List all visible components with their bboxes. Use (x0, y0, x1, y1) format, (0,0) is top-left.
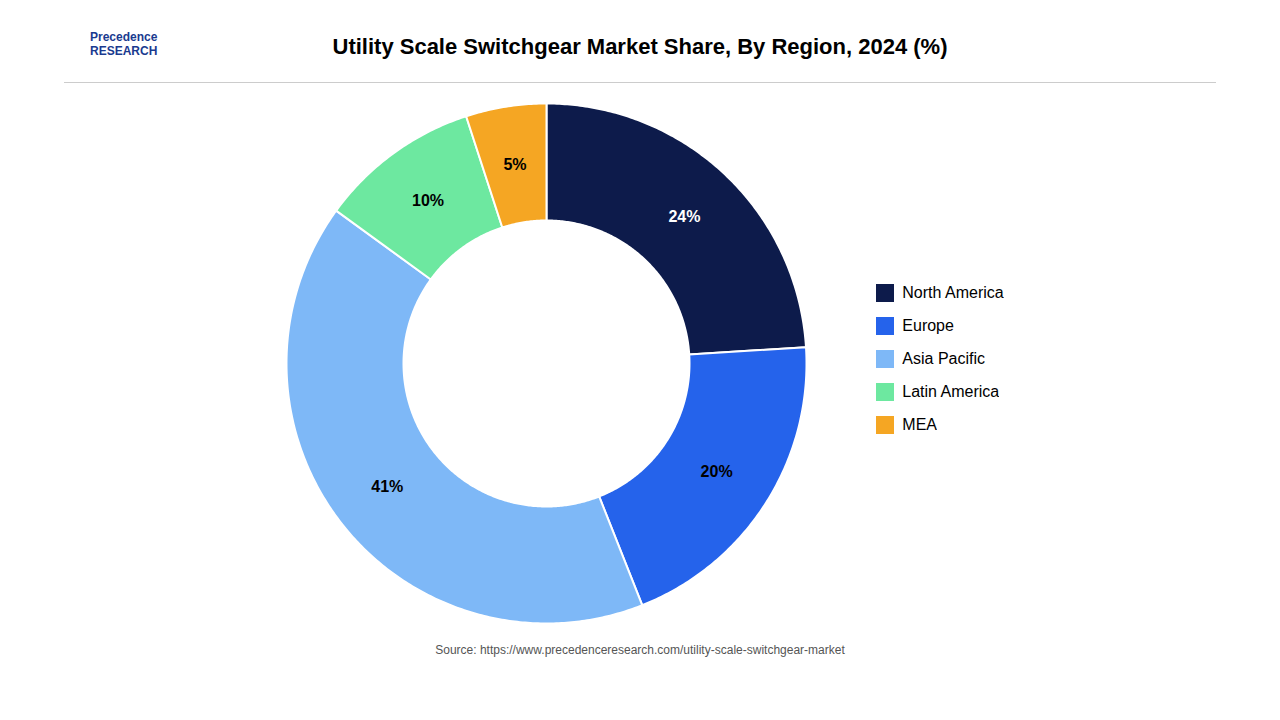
html-text:Europe: Europe (902, 316, 954, 334)
html-text:Latin America: Latin America (902, 382, 1000, 400)
html-text:Asia Pacific: Asia Pacific (902, 349, 985, 367)
html-text:North America: North America (902, 283, 1004, 301)
svg-text:20%: 20% (701, 463, 733, 480)
html-text:Precedence RESEARCH: Precedence RESEARCH (90, 30, 158, 59)
html-text:MEA: MEA (902, 415, 937, 433)
svg-text:10%: 10% (412, 192, 444, 209)
html-text:Utility Scale Switchgear Marke: Utility Scale Switchgear Market Share, B… (332, 34, 948, 59)
svg-text:5%: 5% (504, 156, 527, 173)
svg-text:24%: 24% (669, 208, 701, 225)
svg-text:41%: 41% (372, 478, 404, 495)
html-text:Source: https://www.precedence: Source: https://www.precedenceresearch.c… (435, 643, 845, 657)
